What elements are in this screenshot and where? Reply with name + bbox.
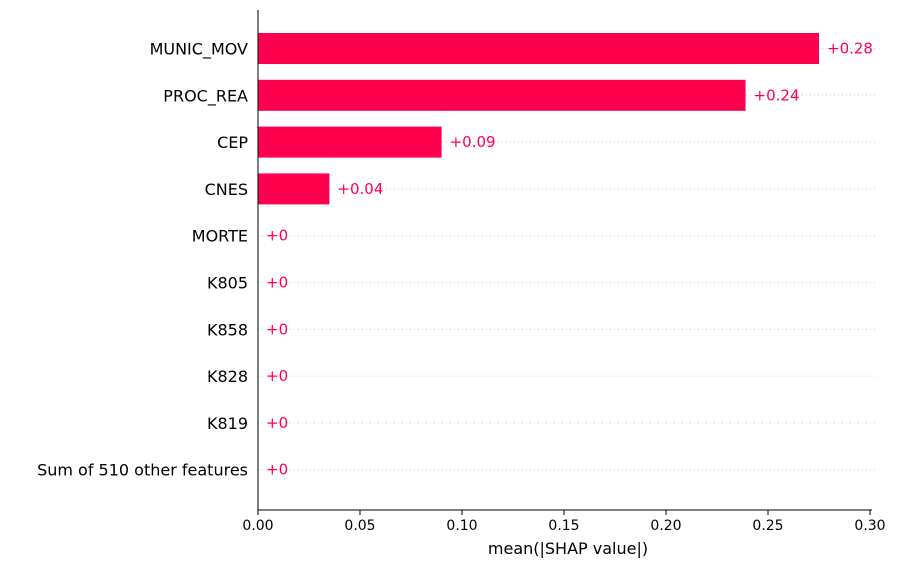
x-tick-label: 0.25 — [752, 518, 783, 534]
value-label: +0 — [266, 274, 288, 292]
value-label: +0.24 — [754, 86, 800, 104]
category-labels: MUNIC_MOV PROC_REA CEP CNES MORTE K805 K858 K82… — [37, 40, 248, 480]
x-ticks: 0.00 0.05 0.10 0.15 0.20 0.25 0.30 — [242, 510, 886, 534]
category-label: K819 — [207, 414, 248, 433]
bars-group — [258, 33, 819, 205]
bar — [258, 173, 330, 205]
value-label: +0 — [266, 414, 288, 432]
category-label: K828 — [207, 367, 248, 386]
category-label: PROC_REA — [163, 86, 248, 106]
value-label: +0.09 — [450, 133, 496, 151]
value-label: +0 — [266, 461, 288, 479]
x-axis-title: mean(|SHAP value|) — [488, 539, 648, 558]
x-tick-label: 0.10 — [446, 518, 477, 534]
value-label: +0 — [266, 367, 288, 385]
x-tick-label: 0.20 — [650, 518, 681, 534]
x-tick-label: 0.30 — [854, 518, 885, 534]
category-label: MUNIC_MOV — [150, 40, 248, 60]
bar — [258, 33, 819, 64]
x-tick-label: 0.15 — [548, 518, 579, 534]
value-label: +0 — [266, 227, 288, 245]
category-label: MORTE — [192, 227, 248, 246]
category-label: CEP — [217, 133, 248, 152]
category-label: K858 — [207, 320, 248, 339]
category-label: Sum of 510 other features — [37, 461, 248, 480]
value-label: +0.28 — [827, 40, 873, 58]
x-tick-label: 0.05 — [344, 518, 375, 534]
category-label: K805 — [207, 274, 248, 293]
bar — [258, 79, 746, 111]
x-tick-label: 0.00 — [242, 518, 273, 534]
category-label: CNES — [205, 180, 248, 199]
bar — [258, 126, 442, 158]
value-label: +0 — [266, 320, 288, 338]
row-guides — [258, 48, 878, 471]
value-labels: +0.28 +0.24 +0.09 +0.04 +0 +0 +0 +0 +0 +0 — [266, 40, 873, 479]
value-label: +0.04 — [337, 180, 383, 198]
